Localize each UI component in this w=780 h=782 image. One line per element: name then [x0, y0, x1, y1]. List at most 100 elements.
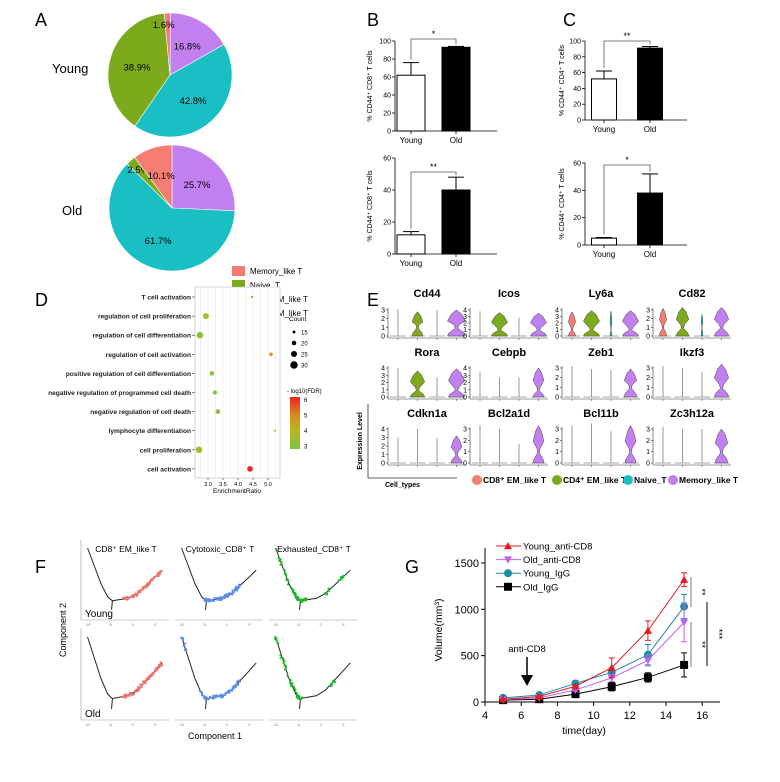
cell-point	[147, 677, 150, 681]
cell-point	[212, 599, 216, 602]
x-tick-label: 5	[154, 722, 157, 727]
cell-point	[337, 579, 340, 582]
cell-point	[280, 563, 283, 566]
trajectory-young-2: -10 -5 0 5	[269, 547, 357, 627]
cell-point	[289, 679, 292, 682]
y-tick-label: 3	[381, 435, 385, 442]
cell-point	[279, 653, 282, 657]
cell-point	[226, 593, 229, 596]
x-tick-label: 3.0	[204, 482, 212, 488]
cell-point	[294, 690, 297, 693]
cell-point	[145, 679, 149, 682]
y-tick-label: 2	[463, 438, 467, 445]
trajectory-old-2: -10 -5 0 5	[269, 635, 357, 727]
y-tick-label: 0	[646, 461, 650, 468]
pie-title: Young	[52, 61, 88, 76]
y-tick-label: 2	[555, 438, 559, 445]
pie-slice-label: 2.5%	[127, 165, 149, 176]
cell-point	[201, 694, 205, 697]
cell-point	[301, 600, 304, 603]
cell-point	[141, 588, 145, 591]
term-label: negative regulation of programmed cell d…	[48, 390, 191, 397]
cell-point	[279, 558, 282, 561]
x-tick-label: 5	[248, 622, 251, 627]
cell-point	[296, 694, 300, 697]
pie-slice-label: 16.8%	[174, 42, 201, 53]
cell-point	[292, 588, 295, 591]
cell-point	[125, 595, 128, 599]
marker-square	[643, 673, 652, 682]
violin-cd4	[532, 425, 545, 464]
x-tick-label: Young	[400, 259, 422, 268]
x-tick-label: 8	[554, 710, 560, 722]
x-tick-label: 0	[320, 622, 323, 627]
x-tick-label: Old	[450, 259, 462, 268]
trajectory-path	[87, 636, 163, 700]
violin-cd4	[714, 428, 729, 464]
y-tick-label: 3	[555, 314, 559, 321]
marker-triangle-up	[607, 663, 616, 671]
bar-young	[396, 74, 426, 132]
significance-marker: **	[430, 162, 438, 172]
legend-label: Old_anti-CD8	[523, 555, 581, 566]
tumor-volume-chart: 0 500 1000 1500 4 6 8 10 12 14 16 time(day) Volume(m…	[433, 542, 724, 738]
cell-point	[302, 598, 305, 601]
x-tick-label: -10	[179, 622, 186, 627]
treatment-annotation: anti-CD8	[508, 644, 546, 655]
term-label: lymphocyte differentiation	[109, 428, 191, 435]
gene-title: Cdkn1a	[407, 408, 448, 420]
cell-point	[158, 666, 161, 669]
cell-point	[304, 597, 307, 600]
cell-point	[293, 591, 297, 594]
y-tick-label: 1	[646, 325, 650, 332]
cell-point	[293, 686, 296, 689]
cell-point	[300, 696, 303, 700]
cell-point	[275, 639, 278, 642]
cell-point	[147, 582, 150, 585]
x-tick-label: 4.0	[234, 482, 242, 488]
pie-slice-memory	[134, 144, 173, 209]
cell-point	[341, 577, 344, 580]
marker-square	[680, 660, 689, 669]
trajectory-branch	[111, 698, 113, 710]
size-legend-label: 15	[301, 331, 308, 337]
y-tick-label: 0	[646, 395, 650, 402]
cell-point	[220, 694, 223, 697]
violin-naive	[411, 311, 424, 337]
cell-point	[277, 556, 280, 560]
y-tick-label: 1000	[455, 604, 479, 616]
cell-point	[181, 639, 185, 642]
cell-point	[294, 593, 298, 596]
x-tick-label: Young	[593, 125, 615, 134]
cell-point	[139, 685, 143, 688]
term-dot	[209, 371, 215, 376]
gene-title: Icos	[498, 288, 520, 300]
gene-title: Bcl2a1d	[488, 408, 530, 420]
marker-triangle-up	[499, 695, 508, 703]
x-tick-label: 16	[696, 710, 708, 722]
y-tick-label: 1	[646, 449, 650, 456]
y-tick-label: 60	[383, 75, 391, 82]
panel-label-A: A	[35, 10, 47, 30]
y-tick-label: 1	[463, 387, 467, 394]
trajectory-path	[87, 547, 163, 602]
trajectory-branch	[205, 698, 207, 710]
gene-title: Ikzf3	[680, 347, 704, 359]
size-legend-label: 30	[301, 364, 308, 370]
y-tick-label: 40	[573, 188, 581, 195]
y-tick-label: 4	[381, 366, 385, 373]
y-tick-label: 1	[555, 385, 559, 392]
gene-title: Cd44	[414, 288, 442, 300]
y-tick-label: 0	[463, 334, 467, 341]
cell-point	[290, 684, 293, 688]
cell-point	[122, 695, 125, 699]
cell-point	[274, 635, 277, 639]
cell-point	[158, 571, 161, 574]
violin-panel-bcl2a1d: Bcl2a1d 0 1 2 3	[463, 408, 548, 468]
y-tick-label: 0	[577, 243, 581, 250]
cell-point	[137, 689, 140, 693]
y-axis-label: % CD44⁺ CD4⁺ T cells	[559, 44, 566, 116]
y-axis-label: Volume(mm³)	[433, 598, 445, 661]
arrow-down-icon	[521, 675, 533, 686]
trajectory-branch	[299, 698, 301, 710]
